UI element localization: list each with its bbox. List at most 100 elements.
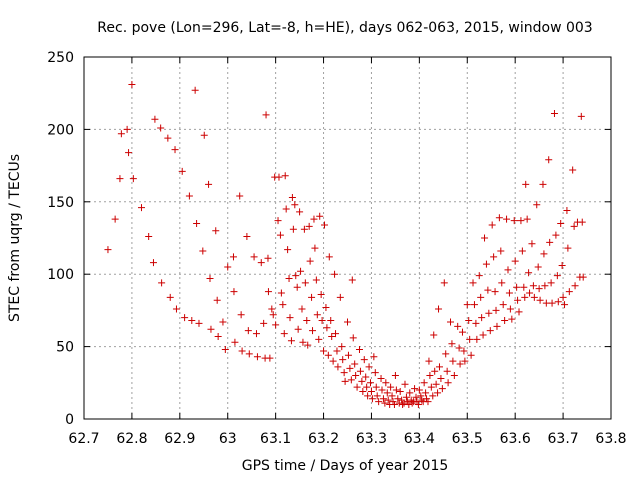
y-tick-label: 100 xyxy=(47,267,74,283)
grid-lines xyxy=(84,57,611,419)
data-point xyxy=(523,215,531,223)
data-point xyxy=(414,401,422,409)
data-point xyxy=(200,131,208,139)
data-point xyxy=(437,374,445,382)
data-point xyxy=(260,319,268,327)
x-tick-label: 63.1 xyxy=(260,431,291,447)
data-point xyxy=(378,386,386,394)
data-point xyxy=(262,111,270,119)
data-point xyxy=(484,286,492,294)
data-point xyxy=(561,301,569,309)
data-point xyxy=(440,279,448,287)
data-point xyxy=(488,221,496,229)
x-tick-label: 63.6 xyxy=(500,431,531,447)
y-tick-label: 250 xyxy=(47,50,74,66)
data-point xyxy=(510,217,518,225)
data-point xyxy=(460,347,468,355)
x-tick-label: 63 xyxy=(219,431,237,447)
data-point xyxy=(501,317,509,325)
data-point xyxy=(536,296,544,304)
data-point xyxy=(472,319,480,327)
data-point xyxy=(530,293,538,301)
data-point xyxy=(520,283,528,291)
data-point xyxy=(381,399,389,407)
data-point xyxy=(553,272,561,280)
data-point xyxy=(298,305,306,313)
x-tick-label: 63.8 xyxy=(595,431,626,447)
data-point xyxy=(277,289,285,297)
data-point xyxy=(498,279,506,287)
data-point xyxy=(245,350,253,358)
data-point xyxy=(288,193,296,201)
data-point xyxy=(280,330,288,338)
data-point xyxy=(400,399,408,407)
plot-frame xyxy=(83,56,612,420)
data-point xyxy=(412,393,420,401)
data-point xyxy=(379,395,387,403)
data-point xyxy=(214,332,222,340)
data-point xyxy=(514,296,522,304)
data-point xyxy=(331,270,339,278)
data-point xyxy=(371,369,379,377)
data-point xyxy=(230,288,238,296)
data-point xyxy=(373,392,381,400)
data-point xyxy=(358,377,366,385)
data-point xyxy=(328,332,336,340)
data-point xyxy=(275,173,283,181)
data-point xyxy=(311,244,319,252)
data-point xyxy=(362,373,370,381)
data-point xyxy=(550,109,558,117)
data-point xyxy=(504,266,512,274)
data-point xyxy=(558,262,566,270)
data-point xyxy=(366,379,374,387)
data-point xyxy=(492,306,500,314)
data-point xyxy=(477,293,485,301)
data-point xyxy=(424,398,432,406)
data-point xyxy=(430,331,438,339)
data-point xyxy=(479,331,487,339)
data-point xyxy=(535,285,543,293)
data-point xyxy=(299,338,307,346)
data-point xyxy=(117,130,125,138)
data-point xyxy=(266,354,274,362)
data-point xyxy=(321,221,329,229)
data-point xyxy=(466,335,474,343)
data-point xyxy=(237,311,245,319)
data-point xyxy=(171,146,179,154)
data-point xyxy=(469,279,477,287)
data-point xyxy=(323,324,331,332)
data-point xyxy=(243,233,251,241)
data-point xyxy=(269,311,277,319)
y-axis-tick-labels: 0 50 100 150 200 250 xyxy=(47,50,74,428)
data-point xyxy=(359,387,367,395)
data-point xyxy=(434,389,442,397)
data-point xyxy=(518,247,526,255)
data-point xyxy=(125,149,133,157)
data-point xyxy=(123,125,131,133)
data-point xyxy=(508,315,516,323)
data-point xyxy=(569,166,577,174)
data-point xyxy=(420,379,428,387)
data-point xyxy=(104,246,112,254)
data-point xyxy=(274,217,282,225)
data-point xyxy=(352,372,360,380)
data-point xyxy=(548,299,556,307)
data-point xyxy=(545,156,553,164)
x-tick-label: 62.7 xyxy=(68,431,99,447)
data-point xyxy=(312,276,320,284)
data-point xyxy=(405,401,413,409)
data-point xyxy=(272,321,280,329)
data-point xyxy=(363,383,371,391)
data-point xyxy=(332,330,340,338)
data-point xyxy=(297,267,305,275)
data-point xyxy=(394,395,402,403)
data-point xyxy=(195,319,203,327)
data-point xyxy=(525,269,533,277)
data-point xyxy=(449,357,457,365)
data-point xyxy=(478,314,486,322)
data-point xyxy=(522,180,530,188)
data-point xyxy=(422,389,430,397)
data-point xyxy=(301,279,309,287)
data-point xyxy=(205,180,213,188)
